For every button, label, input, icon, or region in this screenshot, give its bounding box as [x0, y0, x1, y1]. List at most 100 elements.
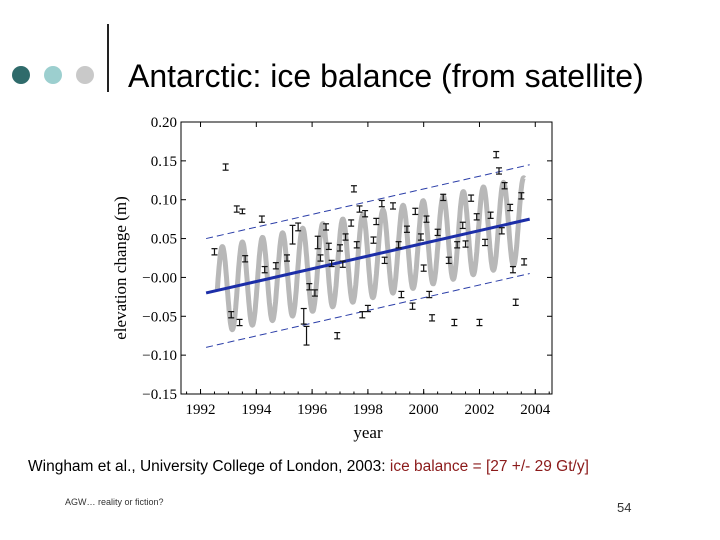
- data-point: [303, 325, 310, 346]
- data-point: [370, 236, 377, 244]
- data-point: [211, 248, 218, 256]
- data-point: [272, 262, 279, 270]
- data-point: [512, 298, 519, 307]
- data-point: [222, 163, 229, 171]
- page-number: 54: [617, 500, 632, 515]
- data-point: [334, 332, 341, 340]
- data-point: [359, 311, 366, 319]
- elevation-change-chart: −0.15 −0.10 −0.05 −0.00 0.05 0.10 0.15 0.20 199…: [111, 115, 553, 442]
- data-point: [482, 238, 489, 247]
- data-point: [507, 203, 514, 212]
- data-point: [496, 167, 502, 175]
- data-point: [300, 307, 307, 325]
- data-point: [423, 215, 430, 223]
- data-point: [476, 318, 483, 327]
- data-point: [378, 199, 385, 208]
- data-point: [440, 193, 447, 202]
- data-point: [364, 304, 371, 313]
- data-point: [337, 244, 343, 252]
- data-point: [342, 233, 349, 241]
- data-point: [236, 318, 243, 327]
- data-point: [468, 194, 475, 202]
- data-point: [362, 209, 369, 218]
- data-point: [426, 290, 433, 299]
- data-point: [306, 283, 313, 291]
- data-point: [395, 241, 402, 249]
- data-point: [498, 227, 505, 235]
- upper-bound-line: [205, 164, 530, 240]
- figure-caption: Wingham et al., University College of Lo…: [28, 458, 589, 476]
- data-point: [501, 182, 508, 190]
- data-point: [239, 208, 246, 215]
- slide-title: Antarctic: ice balance (from satellite): [128, 58, 644, 94]
- data-point: [434, 228, 441, 237]
- x-tick-label: 1992: [186, 402, 216, 418]
- x-tick-label: 1994: [241, 402, 272, 418]
- y-tick-label: 0.20: [151, 115, 177, 131]
- x-tick-label: 1996: [297, 402, 328, 418]
- data-point: [328, 259, 335, 268]
- data-point: [314, 235, 321, 250]
- data-point: [233, 205, 240, 213]
- data-point: [473, 213, 480, 221]
- data-point: [228, 311, 235, 319]
- data-point: [295, 222, 302, 232]
- bullet-dot-dark: [12, 66, 30, 84]
- data-point: [459, 221, 466, 230]
- data-point: [462, 240, 469, 248]
- data-point: [412, 207, 419, 216]
- footer-text: AGW… reality or fiction?: [65, 497, 164, 507]
- y-tick-label: −0.10: [142, 348, 177, 364]
- data-point: [323, 223, 330, 231]
- data-point: [381, 256, 388, 265]
- data-point: [373, 217, 380, 226]
- data-point: [454, 241, 461, 249]
- plot-frame: [180, 121, 553, 395]
- data-point: [348, 219, 355, 227]
- y-tick-label: −0.15: [142, 387, 177, 403]
- y-tick-label: 0.10: [151, 193, 177, 209]
- data-point: [398, 290, 405, 299]
- y-tick-label: 0.05: [151, 232, 177, 248]
- x-tick-label: 2004: [520, 402, 551, 418]
- caption-ice-balance: ice balance = [27 +/- 29 Gt/y]: [389, 458, 589, 475]
- data-point: [403, 225, 410, 233]
- y-tick-label: −0.00: [142, 270, 177, 286]
- bullet-dot-light: [44, 66, 62, 84]
- data-point: [317, 254, 324, 262]
- data-point: [409, 302, 416, 310]
- title-divider: [107, 24, 109, 92]
- data-point: [350, 185, 357, 193]
- data-point: [356, 205, 363, 213]
- caption-citation: Wingham et al., University College of Lo…: [28, 458, 390, 475]
- x-tick-label: 2002: [464, 402, 494, 418]
- trend-line: [205, 217, 531, 295]
- x-tick-label: 1998: [353, 402, 383, 418]
- y-tick-label: 0.15: [151, 154, 177, 170]
- x-axis-label: year: [353, 423, 383, 442]
- y-axis-label: elevation change (m): [111, 196, 130, 340]
- data-point: [353, 241, 360, 249]
- x-tick-label: 2000: [409, 402, 439, 418]
- y-tick-label: −0.05: [142, 309, 177, 325]
- data-point: [242, 255, 249, 263]
- data-point: [521, 258, 528, 266]
- seasonal-cycle-curve: [214, 175, 527, 333]
- data-point: [509, 265, 516, 274]
- data-point: [261, 265, 268, 274]
- data-point: [325, 242, 332, 251]
- data-point: [339, 260, 346, 268]
- data-point: [417, 233, 424, 241]
- data-point: [451, 318, 458, 327]
- data-point: [518, 192, 525, 200]
- data-point: [258, 215, 265, 223]
- data-point: [289, 224, 296, 245]
- data-point: [487, 211, 494, 219]
- data-point: [445, 256, 452, 265]
- data-point: [311, 289, 318, 297]
- data-point: [284, 254, 290, 262]
- data-point: [493, 150, 500, 159]
- bullet-dot-gray: [76, 66, 94, 84]
- data-point: [429, 314, 436, 322]
- data-point: [390, 202, 396, 210]
